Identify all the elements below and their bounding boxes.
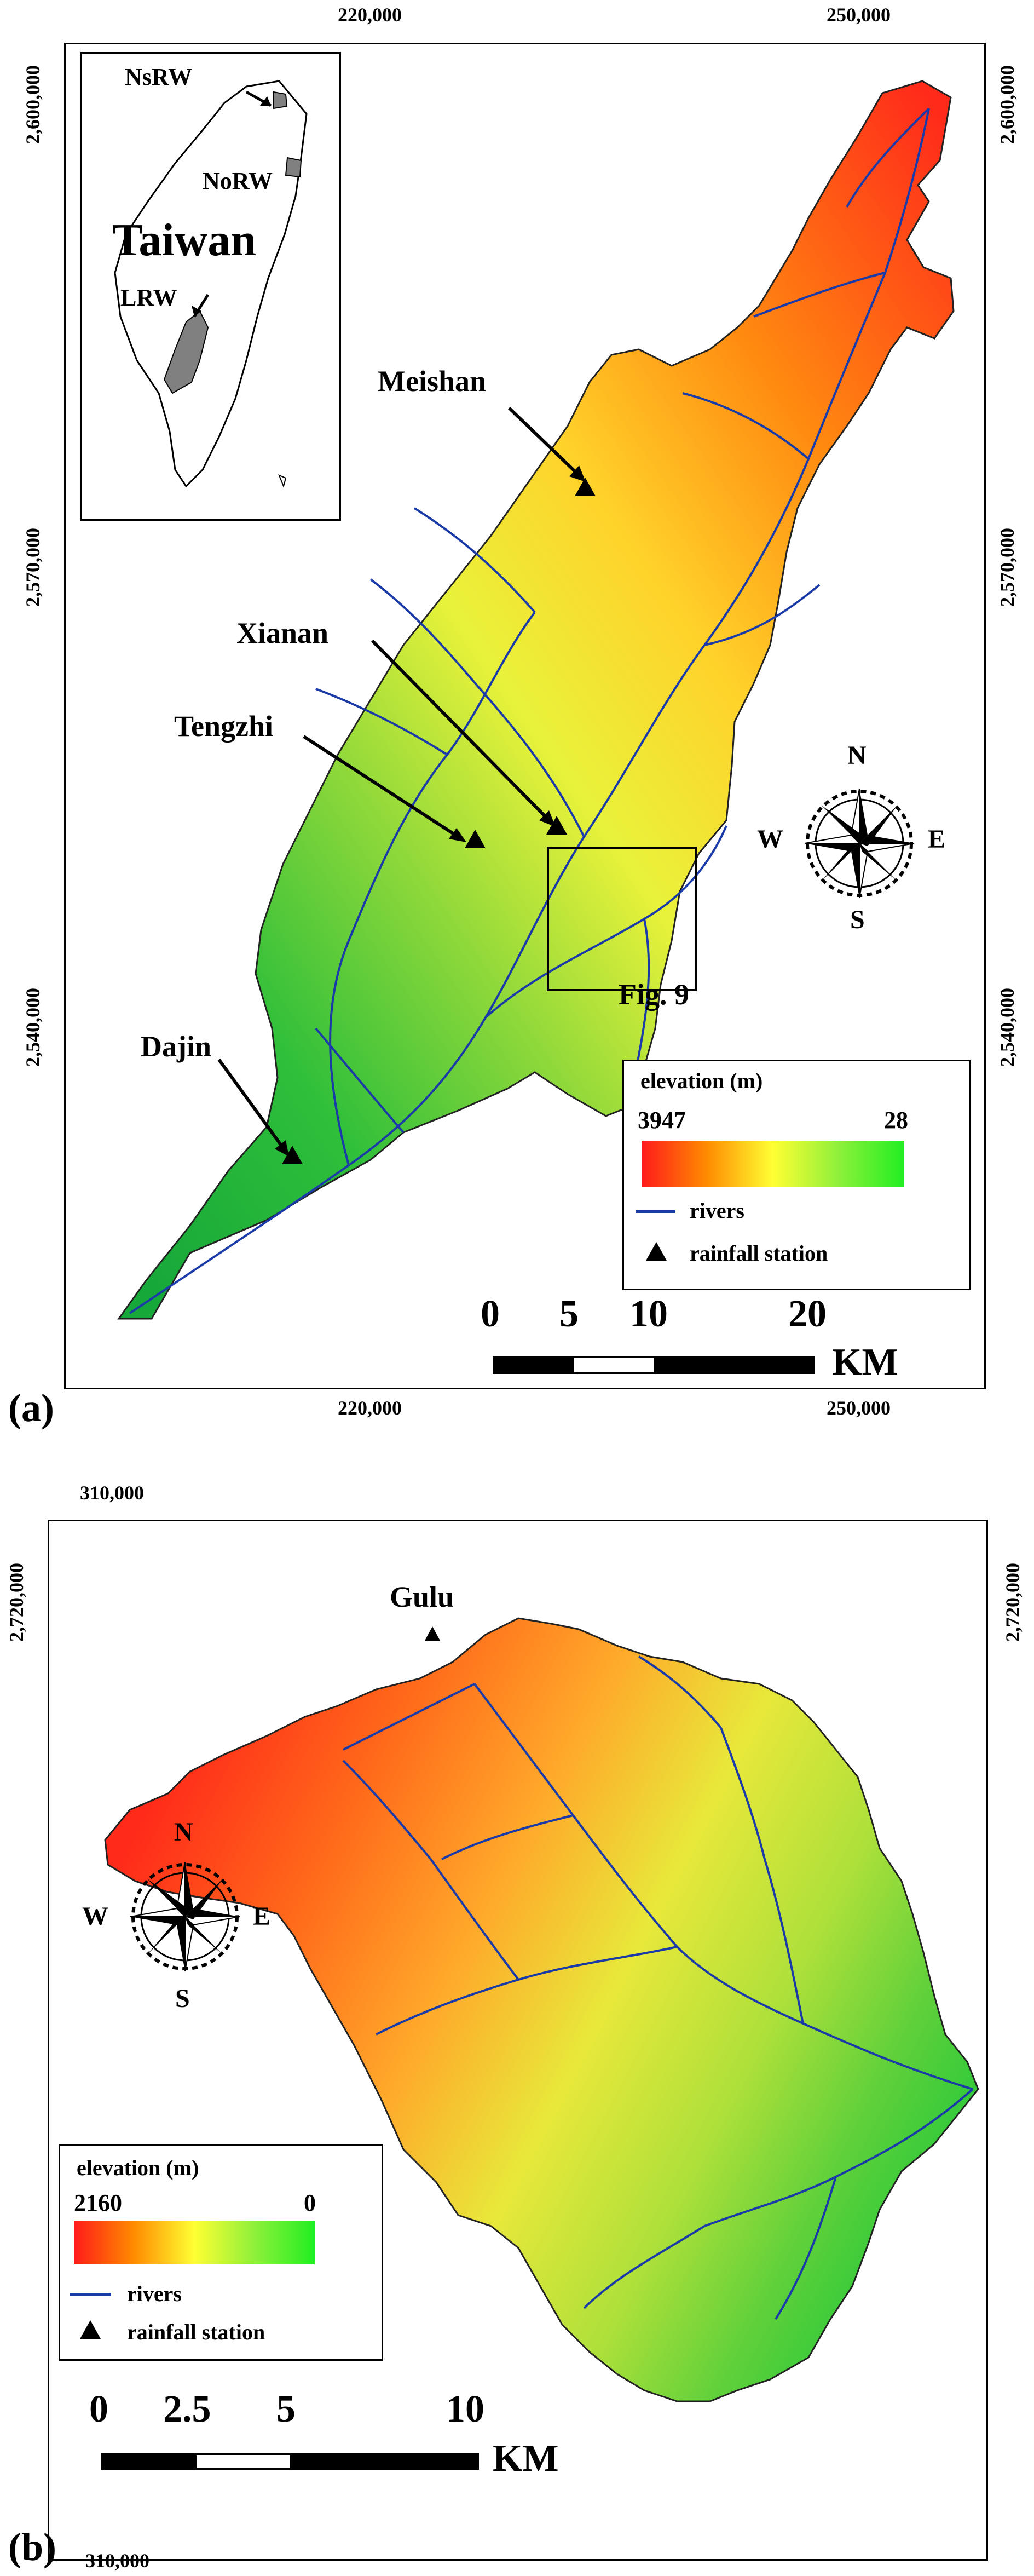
legend-a-river-line (636, 1210, 675, 1213)
station-label-tengzhi: Tengzhi (174, 710, 274, 743)
scale-a-tick-10: 10 (629, 1293, 668, 1335)
inset-label-norw: NoRW (203, 168, 273, 194)
legend-a-station: rainfall station (690, 1241, 828, 1266)
legend-b-station: rainfall station (127, 2320, 265, 2344)
compass-b-w: W (82, 1902, 108, 1931)
scale-a-tick-5: 5 (559, 1293, 579, 1335)
legend-a-station-symbol (646, 1242, 667, 1261)
legend-b-title: elevation (m) (77, 2155, 199, 2180)
scale-a-unit: KM (832, 1341, 898, 1383)
compass-b-s: S (175, 1984, 190, 2013)
compass-rose-b (130, 1861, 240, 1972)
station-marker-xianan (546, 816, 567, 835)
inset-label-nsrw: NsRW (125, 64, 193, 90)
station-marker-tengzhi (465, 830, 486, 848)
scale-b-unit: KM (493, 2437, 559, 2480)
station-label-xianan: Xianan (236, 617, 329, 649)
legend-a-gradient (642, 1141, 904, 1187)
scale-a-tick-20: 20 (788, 1293, 827, 1335)
compass-a-e: E (928, 825, 946, 854)
inset-label-lrw: LRW (120, 284, 177, 311)
watershed-a (117, 80, 955, 1320)
compass-a-w: W (757, 825, 783, 854)
fig9-label: Fig. 9 (619, 978, 689, 1011)
legend-a-rivers: rivers (690, 1198, 744, 1223)
rivers-a (129, 107, 930, 1314)
legend-b-max: 2160 (74, 2189, 122, 2216)
panel-b-id: (b) (8, 2525, 56, 2569)
compass-b-n: N (174, 1818, 193, 1847)
station-label-meishan: Meishan (378, 365, 487, 398)
compass-a-n: N (847, 741, 867, 770)
top-coord-a-1: 220,000 (338, 4, 402, 26)
panel-a-id: (a) (8, 1386, 54, 1430)
station-marker-gulu (425, 1626, 440, 1641)
inset-title: Taiwan (112, 215, 257, 266)
station-label-gulu: Gulu (390, 1580, 454, 1613)
scale-b-tick-10: 10 (446, 2388, 484, 2430)
bottom-coord-a-2: 250,000 (827, 1397, 891, 1419)
rivers-b (342, 1655, 974, 2320)
station-marker-meishan (575, 478, 596, 496)
legend-b-river-line (70, 2293, 111, 2296)
station-marker-dajin (282, 1146, 303, 1164)
compass-a-s: S (850, 905, 865, 934)
scale-a-bar (493, 1356, 815, 1374)
compass-b-e: E (253, 1902, 271, 1931)
legend-a-min: 28 (884, 1107, 908, 1134)
station-label-dajin: Dajin (141, 1030, 212, 1063)
top-coord-b-1: 310,000 (80, 1482, 144, 1504)
legend-b-rivers: rivers (127, 2281, 182, 2306)
bottom-coord-a-1: 220,000 (338, 1397, 402, 1419)
watershed-b (104, 1617, 979, 2402)
scale-a-tick-0: 0 (481, 1293, 500, 1335)
fig9-box (547, 847, 697, 991)
legend-b-gradient (74, 2221, 315, 2264)
legend-b-min: 0 (304, 2189, 316, 2216)
scale-b-tick-5: 5 (276, 2388, 296, 2430)
compass-rose-a (804, 788, 915, 899)
scale-b-bar (101, 2453, 479, 2470)
top-coord-a-2: 250,000 (827, 4, 891, 26)
scale-b-tick-0: 0 (89, 2388, 108, 2430)
taiwan-outline (114, 80, 308, 488)
legend-a-max: 3947 (638, 1107, 686, 1134)
scale-b-tick-2-5: 2.5 (163, 2388, 211, 2430)
legend-a-title: elevation (m) (640, 1068, 763, 1093)
watershed-b-boundary (104, 1617, 979, 2402)
bottom-coord-b-1: 310,000 (85, 2550, 149, 2572)
right-coord-b-1: 2,720,000 (1002, 1563, 1024, 1642)
left-coord-b-1: 2,720,000 (5, 1563, 27, 1642)
legend-b-station-symbol (80, 2320, 101, 2339)
